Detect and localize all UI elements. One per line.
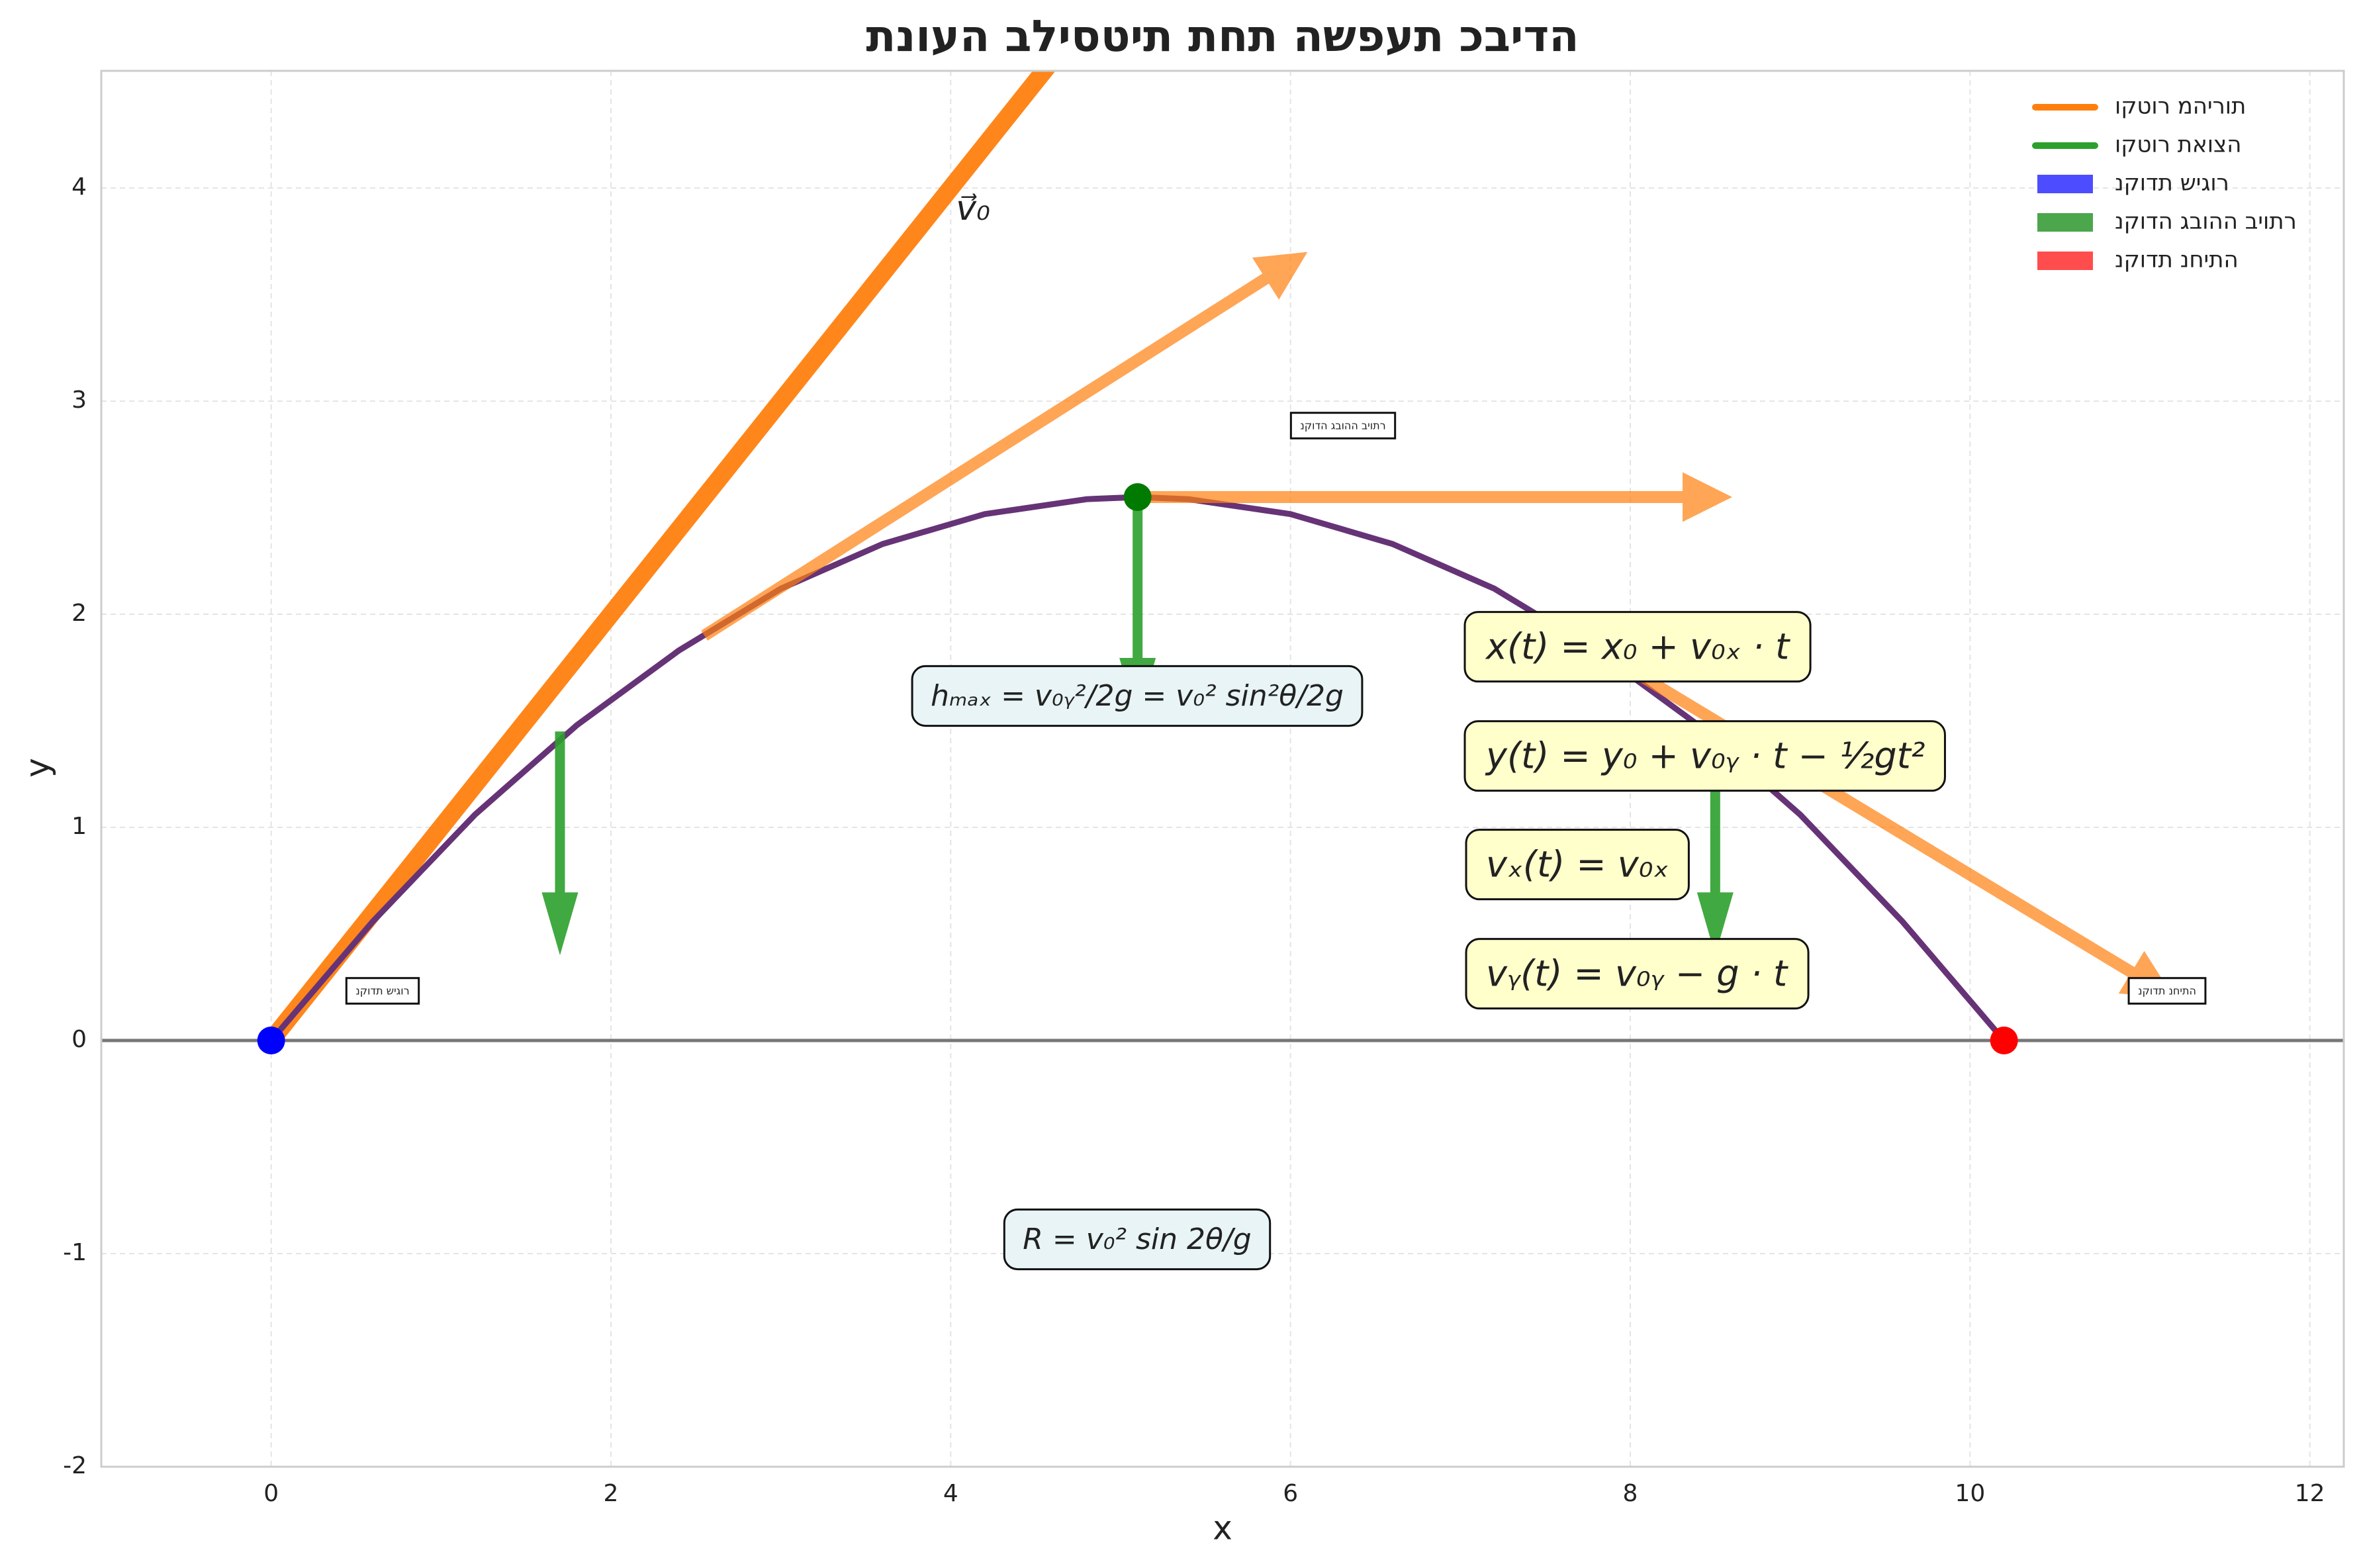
key-point [1123,483,1152,511]
legend-swatch [2037,175,2093,193]
equation: y(t) = y₀ + v₀ᵧ · t − ½gt² [1485,735,1925,777]
acceleration-vector [1119,496,1156,721]
point-label: נקודת שיגור [355,985,409,997]
plot-frame [100,69,2345,1468]
y-tick-label: -2 [63,1452,87,1479]
equation: x(t) = x₀ + v₀ₓ · t [1485,626,1790,668]
key-point [257,1027,285,1055]
y-tick-label: 2 [71,600,87,627]
legend-swatch [2037,252,2093,270]
velocity-vector [264,71,1056,1046]
acceleration-vector [1696,763,1734,956]
legend-label: וקטור מהירות [2115,93,2246,120]
formula-box [1003,1208,1272,1271]
point-label-box [345,977,420,1005]
equation-box [1465,938,1810,1010]
equation-box [1463,720,1946,792]
x-tick-label: 4 [943,1480,958,1507]
legend-label: נקודת נחיתה [2115,247,2239,273]
x-tick-label: 10 [1955,1480,1985,1507]
annotations: v⃗₀ נקודת שיגור נקודה גבוהה ביותר נקודת נחי… [345,93,2297,1271]
legend-label: נקודת שיגור [2115,170,2229,197]
point-label-box [1289,412,1397,439]
y-tick-label: 1 [71,813,87,840]
y-tick-label: -1 [63,1239,87,1266]
x-tick-label: 6 [1283,1480,1298,1507]
velocity-vector [1137,472,1732,522]
y-axis-label: y [19,758,57,778]
key-point [1990,1027,2018,1055]
x-tick-label: 2 [604,1480,619,1507]
formula-box [911,665,1364,727]
point-label: נקודת נחיתה [2138,985,2196,997]
y-tick-label: 4 [71,173,87,201]
x-axis-label: x [1213,1509,1232,1547]
equation-box [1463,611,1812,683]
velocity-vector [701,252,1308,641]
v0-label: v⃗₀ [956,189,990,228]
formula: R = v₀² sin 2θ/g [1023,1222,1251,1256]
y-tick-label: 0 [71,1026,87,1053]
x-tick-label: 12 [2295,1480,2325,1507]
chart-title: תנועה בליסטית תחת השפעת כבידה [866,11,1579,62]
equation-box [1465,829,1690,901]
acceleration-vector [541,731,579,956]
equation: vₓ(t) = v₀ₓ [1486,844,1669,886]
equation: vᵧ(t) = v₀ᵧ − g · t [1486,953,1788,995]
legend-label: נקודה גבוהה ביותר [2115,208,2297,235]
legend-swatch [2037,213,2093,232]
x-tick-label: 0 [263,1480,279,1507]
point-label: נקודה גבוהה ביותר [1300,420,1385,432]
point-label-box [2127,977,2207,1005]
formula: hₘₐₓ = v₀ᵧ²/2g = v₀² sin²θ/2g [931,679,1344,713]
x-tick-label: 8 [1623,1480,1638,1507]
legend-label: וקטור תאוצה [2115,132,2241,158]
y-tick-label: 3 [71,387,87,414]
